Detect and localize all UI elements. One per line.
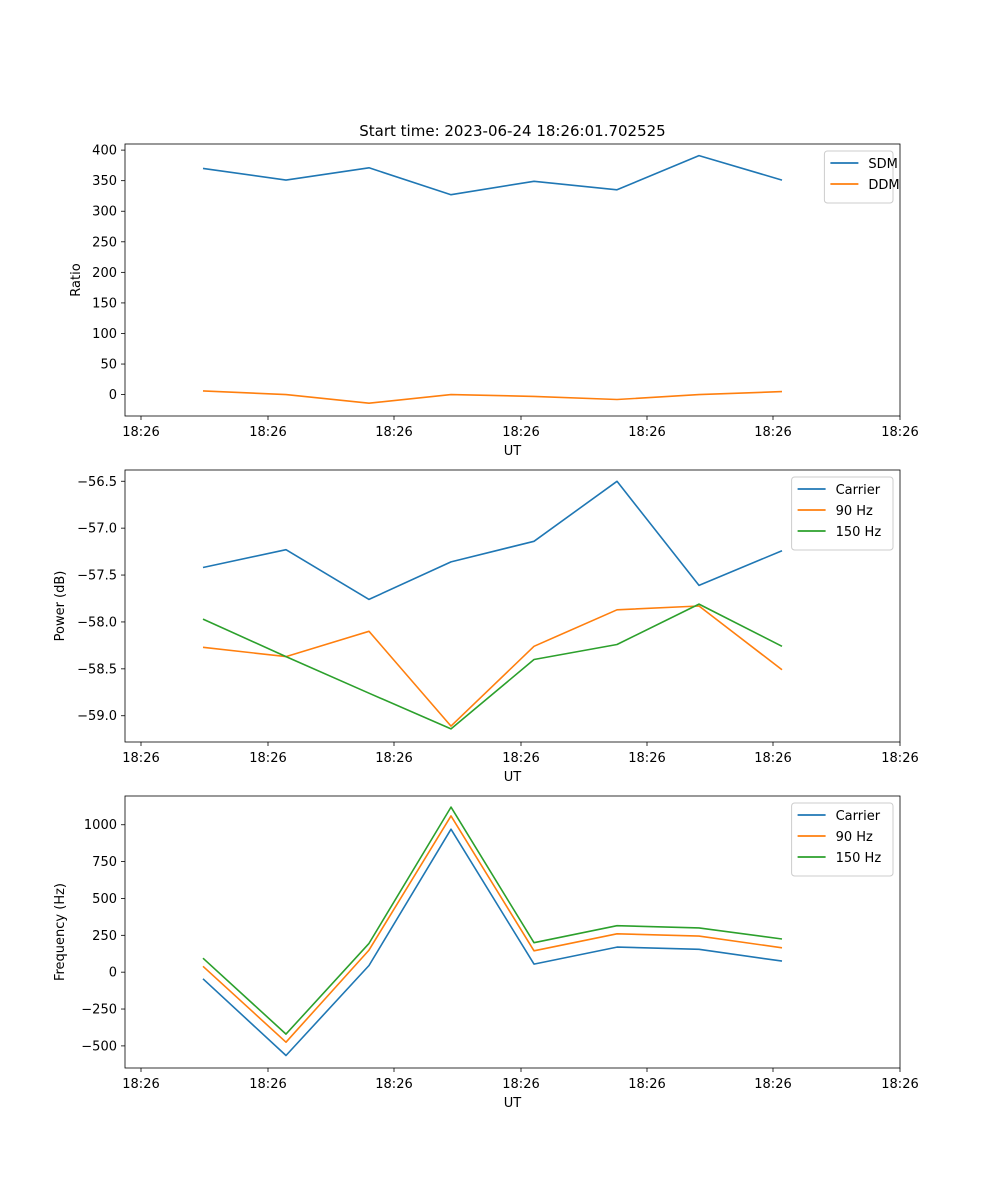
x-tick-label: 18:26 bbox=[754, 751, 791, 766]
legend-entry: SDM bbox=[868, 157, 897, 172]
y-tick-label: −500 bbox=[81, 1039, 117, 1054]
x-tick-label: 18:26 bbox=[249, 751, 286, 766]
y-tick-label: 200 bbox=[92, 266, 117, 281]
figure-title: Start time: 2023-06-24 18:26:01.702525 bbox=[359, 122, 665, 140]
x-tick-label: 18:26 bbox=[881, 1077, 918, 1092]
y-tick-label: 150 bbox=[92, 296, 117, 311]
y-tick-label: −58.0 bbox=[77, 615, 117, 630]
x-tick-label: 18:26 bbox=[754, 425, 791, 440]
legend: Carrier 90 Hz 150 Hz bbox=[791, 802, 894, 877]
legend-entry: Carrier bbox=[836, 483, 881, 498]
series-line-carrier bbox=[202, 828, 783, 1057]
y-axis-label: Power (dB) bbox=[53, 571, 68, 642]
x-tick-label: 18:26 bbox=[502, 425, 539, 440]
y-tick-label: 100 bbox=[92, 327, 117, 342]
x-tick-label: 18:26 bbox=[754, 1077, 791, 1092]
axes-frame bbox=[124, 795, 901, 1069]
y-tick-label: 300 bbox=[92, 205, 117, 220]
x-axis-label: UT bbox=[504, 1096, 522, 1111]
x-tick-label: 18:26 bbox=[249, 1077, 286, 1092]
y-tick-label: 350 bbox=[92, 174, 117, 189]
x-tick-label: 18:26 bbox=[502, 1077, 539, 1092]
x-tick-label: 18:26 bbox=[375, 1077, 412, 1092]
series-line-carrier bbox=[202, 480, 783, 601]
series-line-150-hz bbox=[202, 603, 783, 730]
y-tick-label: −57.0 bbox=[77, 522, 117, 537]
x-tick-label: 18:26 bbox=[628, 1077, 665, 1092]
y-tick-label: −59.0 bbox=[77, 709, 117, 724]
x-axis-label: UT bbox=[504, 770, 522, 785]
y-tick-label: 500 bbox=[92, 892, 117, 907]
legend-entry: 90 Hz bbox=[836, 504, 873, 519]
x-axis-label: UT bbox=[504, 444, 522, 459]
legend-entry: 150 Hz bbox=[836, 525, 882, 540]
y-tick-label: 250 bbox=[92, 929, 117, 944]
legend: SDM DDM bbox=[823, 150, 900, 204]
x-tick-label: 18:26 bbox=[122, 751, 159, 766]
x-tick-label: 18:26 bbox=[249, 425, 286, 440]
legend-frame bbox=[823, 150, 894, 204]
subplot-3: 18:26 18:26 18:26 18:26 18:26 18:26 18:26 −500 −… bbox=[53, 795, 919, 1111]
series-line-ddm bbox=[202, 390, 783, 405]
x-tick-label: 18:26 bbox=[881, 751, 918, 766]
y-tick-label: 50 bbox=[100, 358, 117, 373]
y-tick-label: 1000 bbox=[84, 818, 117, 833]
series-line-90-hz bbox=[202, 815, 783, 1043]
axes-frame bbox=[124, 143, 901, 417]
series-line-90-hz bbox=[202, 605, 783, 727]
subplot-2: 18:26 18:26 18:26 18:26 18:26 18:26 18:26 −59.0… bbox=[53, 469, 919, 785]
y-tick-label: 0 bbox=[109, 966, 117, 981]
axes-frame bbox=[124, 469, 901, 743]
x-tick-label: 18:26 bbox=[881, 425, 918, 440]
y-tick-label: −58.5 bbox=[77, 662, 117, 677]
series-line-sdm bbox=[202, 154, 783, 196]
legend-entry: 90 Hz bbox=[836, 830, 873, 845]
x-tick-label: 18:26 bbox=[628, 425, 665, 440]
y-tick-label: −57.5 bbox=[77, 569, 117, 584]
y-tick-label: 0 bbox=[109, 388, 117, 403]
legend-entry: 150 Hz bbox=[836, 851, 882, 866]
x-tick-label: 18:26 bbox=[122, 425, 159, 440]
y-tick-label: 250 bbox=[92, 235, 117, 250]
y-tick-label: 400 bbox=[92, 144, 117, 159]
x-tick-label: 18:26 bbox=[628, 751, 665, 766]
series-line-150-hz bbox=[202, 806, 783, 1035]
x-tick-label: 18:26 bbox=[375, 751, 412, 766]
y-tick-label: −56.5 bbox=[77, 475, 117, 490]
legend-entry: DDM bbox=[868, 178, 899, 193]
subplot-1: 18:26 18:26 18:26 18:26 18:26 18:26 18:26 0 50 10… bbox=[69, 143, 919, 459]
y-axis-label: Frequency (Hz) bbox=[53, 883, 68, 981]
axes-root: 18:26 18:26 18:26 18:26 18:26 18:26 18:26 0 50 10… bbox=[53, 143, 919, 1111]
x-tick-label: 18:26 bbox=[502, 751, 539, 766]
legend: Carrier 90 Hz 150 Hz bbox=[791, 476, 894, 551]
y-tick-label: −250 bbox=[81, 1003, 117, 1018]
x-tick-label: 18:26 bbox=[122, 1077, 159, 1092]
y-axis-label: Ratio bbox=[69, 263, 84, 296]
y-tick-label: 750 bbox=[92, 855, 117, 870]
legend-entry: Carrier bbox=[836, 809, 881, 824]
x-tick-label: 18:26 bbox=[375, 425, 412, 440]
